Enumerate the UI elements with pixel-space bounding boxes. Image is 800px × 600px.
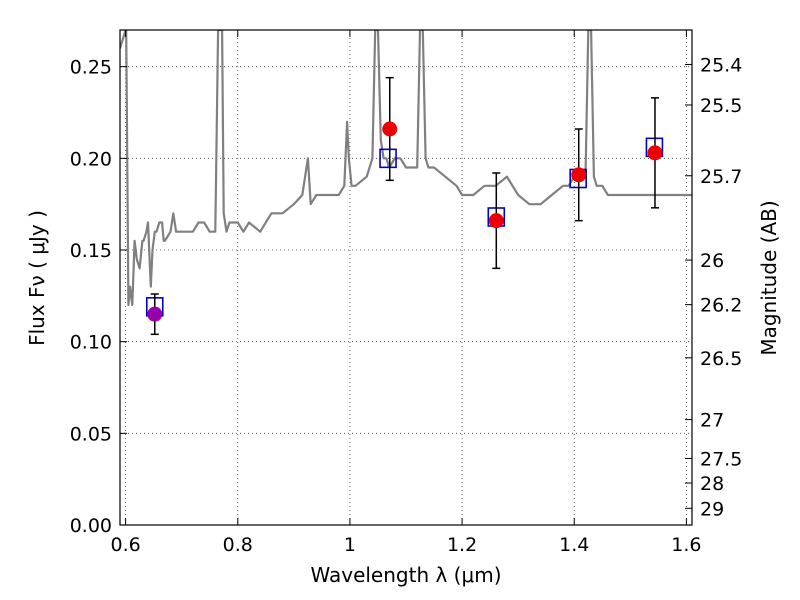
model-photometry-square xyxy=(379,148,397,169)
x-tick-label: 1 xyxy=(344,534,356,556)
x-tick-label: 1.2 xyxy=(447,534,477,556)
y2-tick-label: 25.4 xyxy=(700,54,742,76)
y-tick-label: 0.20 xyxy=(70,148,112,170)
x-tick-label: 0.8 xyxy=(223,534,253,556)
y-tick-label: 0.15 xyxy=(70,240,112,262)
y-tick-label: 0.25 xyxy=(70,57,112,79)
y2-tick-label: 27.5 xyxy=(700,448,742,470)
y-tick-label: 0.10 xyxy=(70,332,112,354)
y-tick-label: 0.05 xyxy=(70,423,112,445)
y2-tick-label: 26.2 xyxy=(700,295,742,317)
y2-tick-label: 25.5 xyxy=(700,95,742,117)
y2-tick-label: 29 xyxy=(700,498,724,520)
observed-photometry-point xyxy=(147,306,163,322)
x-tick-label: 0.6 xyxy=(110,534,140,556)
axis-ticks: 0.6 0.8 1 1.2 1.4 1.6 0.00 0.05 0.10 0.15 0.20 0.25… xyxy=(70,30,742,556)
plot-background xyxy=(120,30,692,525)
spectrum-line xyxy=(120,30,692,307)
x-tick-label: 1.4 xyxy=(559,534,589,556)
x-axis-label: Wavelength λ (μm) xyxy=(310,563,501,587)
y-axis-label: Flux Fν ( μJy ) xyxy=(25,210,49,346)
y2-axis-label: Magnitude (AB) xyxy=(757,200,781,355)
y2-tick-label: 27 xyxy=(700,410,724,432)
plot-frame xyxy=(119,29,693,526)
observed-photometry-point xyxy=(571,167,587,183)
y2-tick-label: 28 xyxy=(700,473,724,495)
y2-tick-label: 25.7 xyxy=(700,166,742,188)
observed-photometry-point xyxy=(382,121,398,137)
observed-photometry-point xyxy=(488,213,504,229)
observed-photometry-point xyxy=(647,145,663,161)
x-tick-label: 1.6 xyxy=(671,534,701,556)
y-tick-label: 0.00 xyxy=(70,515,112,537)
points-layer xyxy=(145,76,664,336)
series-layer xyxy=(120,30,692,307)
y2-tick-label: 26 xyxy=(700,250,724,272)
y2-tick-label: 26.5 xyxy=(700,348,742,370)
